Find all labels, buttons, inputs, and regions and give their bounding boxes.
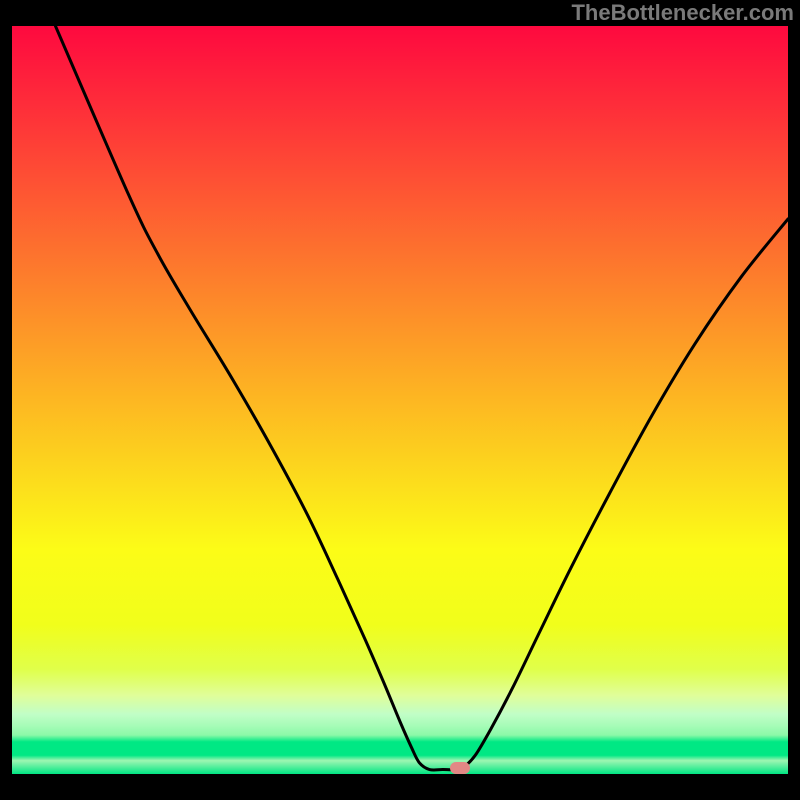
optimum-marker [450,762,470,774]
plot-area [12,26,788,774]
bottleneck-curve [12,26,788,774]
chart-container: { "chart": { "type": "line", "canvas": {… [0,0,800,800]
watermark-text: TheBottlenecker.com [571,0,794,26]
